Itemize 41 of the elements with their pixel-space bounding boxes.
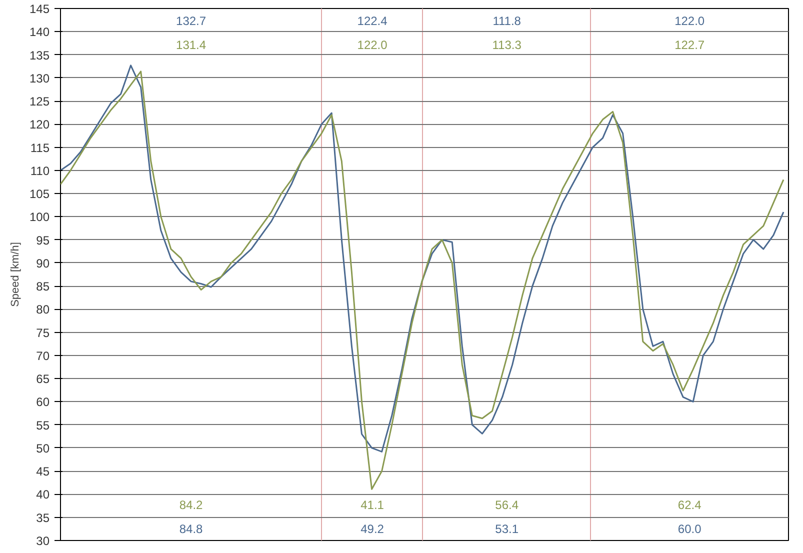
y-tick-label: 125 — [29, 94, 50, 109]
y-tick-label: 110 — [30, 164, 50, 178]
y-tick-label: 105 — [29, 187, 50, 202]
annotation: 84.2 — [179, 498, 204, 512]
annotation: 111.8 — [492, 14, 522, 28]
y-tick-label: 75 — [36, 326, 50, 340]
annotation: 122.0 — [674, 14, 705, 28]
y-tick-label: 130 — [29, 71, 50, 86]
annotation: 56.4 — [495, 498, 519, 512]
y-tick-label: 50 — [36, 441, 50, 456]
annotation: 131.4 — [176, 38, 206, 52]
y-tick-label: 40 — [36, 488, 50, 502]
annotation: 113.3 — [492, 38, 522, 52]
y-axis-title: Speed [km/h] — [9, 242, 22, 307]
y-tick-label: 80 — [36, 302, 50, 317]
annotation: 53.1 — [495, 522, 519, 536]
annotation: 41.1 — [360, 498, 384, 512]
y-tick-label: 85 — [36, 280, 50, 294]
annotation: 122.0 — [357, 38, 388, 52]
y-tick-label: 145 — [29, 2, 50, 16]
annotation: 84.8 — [179, 522, 204, 536]
y-tick-label: 90 — [36, 256, 50, 270]
y-tick-label: 60 — [36, 395, 50, 410]
y-tick-label: 45 — [36, 464, 50, 479]
y-tick-label: 35 — [36, 510, 50, 525]
y-tick-label: 55 — [36, 418, 50, 432]
y-tick-label: 100 — [29, 210, 50, 224]
y-tick-label: 95 — [36, 233, 50, 248]
y-tick-label: 65 — [36, 372, 50, 386]
annotation: 122.4 — [357, 14, 388, 28]
y-tick-label: 120 — [29, 118, 50, 132]
annotation: 132.7 — [176, 14, 206, 28]
y-tick-label: 30 — [36, 534, 50, 548]
y-tick-label: 70 — [36, 348, 50, 363]
annotation: 62.4 — [678, 498, 702, 512]
y-tick-label: 115 — [30, 140, 50, 155]
annotation: 122.7 — [674, 38, 705, 52]
annotation: 60.0 — [678, 522, 702, 536]
y-tick-label: 140 — [29, 25, 50, 40]
y-tick-label: 135 — [29, 48, 50, 62]
annotation: 49.2 — [360, 522, 384, 536]
